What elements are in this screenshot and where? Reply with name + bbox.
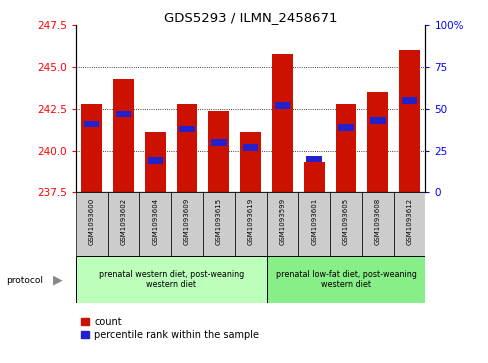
Bar bbox=[76, 192, 107, 256]
Bar bbox=[369, 117, 385, 124]
Bar bbox=[116, 111, 131, 117]
Text: GSM1093608: GSM1093608 bbox=[374, 197, 380, 245]
Bar bbox=[366, 92, 387, 192]
Bar bbox=[113, 79, 134, 192]
Bar bbox=[240, 132, 261, 192]
Bar bbox=[393, 192, 425, 256]
Bar bbox=[243, 144, 258, 151]
Bar bbox=[179, 126, 194, 132]
Bar bbox=[144, 132, 165, 192]
Text: prenatal western diet, post-weaning
western diet: prenatal western diet, post-weaning west… bbox=[98, 270, 244, 289]
Bar bbox=[271, 54, 292, 192]
Legend: count, percentile rank within the sample: count, percentile rank within the sample bbox=[81, 317, 259, 340]
Bar bbox=[361, 192, 393, 256]
Text: GSM1093599: GSM1093599 bbox=[279, 197, 285, 245]
Bar bbox=[329, 192, 361, 256]
Bar bbox=[147, 157, 163, 164]
Bar bbox=[176, 104, 197, 192]
Bar bbox=[211, 139, 226, 146]
Bar bbox=[84, 121, 99, 127]
Bar bbox=[306, 156, 321, 162]
Text: GSM1093604: GSM1093604 bbox=[152, 197, 158, 245]
Bar bbox=[274, 102, 289, 109]
Bar bbox=[401, 97, 416, 104]
Bar bbox=[139, 192, 171, 256]
Bar bbox=[234, 192, 266, 256]
Text: ▶: ▶ bbox=[53, 274, 62, 287]
Bar bbox=[266, 256, 425, 303]
Text: prenatal low-fat diet, post-weaning
western diet: prenatal low-fat diet, post-weaning west… bbox=[275, 270, 416, 289]
Bar bbox=[398, 50, 419, 192]
Text: protocol: protocol bbox=[6, 276, 43, 285]
Text: GSM1093612: GSM1093612 bbox=[406, 197, 412, 245]
Bar bbox=[203, 192, 234, 256]
Text: GSM1093602: GSM1093602 bbox=[120, 197, 126, 245]
Bar bbox=[171, 192, 203, 256]
Text: GSM1093619: GSM1093619 bbox=[247, 197, 253, 245]
Bar bbox=[298, 192, 329, 256]
Bar bbox=[338, 124, 353, 131]
Bar bbox=[208, 111, 229, 192]
Bar bbox=[76, 256, 266, 303]
Bar bbox=[335, 104, 356, 192]
Bar bbox=[107, 192, 139, 256]
Text: GSM1093601: GSM1093601 bbox=[310, 197, 317, 245]
Bar bbox=[266, 192, 298, 256]
Text: GSM1093600: GSM1093600 bbox=[88, 197, 95, 245]
Title: GDS5293 / ILMN_2458671: GDS5293 / ILMN_2458671 bbox=[163, 11, 337, 24]
Text: GSM1093615: GSM1093615 bbox=[215, 197, 222, 245]
Bar bbox=[303, 162, 324, 192]
Text: GSM1093605: GSM1093605 bbox=[342, 197, 348, 245]
Text: GSM1093609: GSM1093609 bbox=[183, 197, 190, 245]
Bar bbox=[81, 104, 102, 192]
